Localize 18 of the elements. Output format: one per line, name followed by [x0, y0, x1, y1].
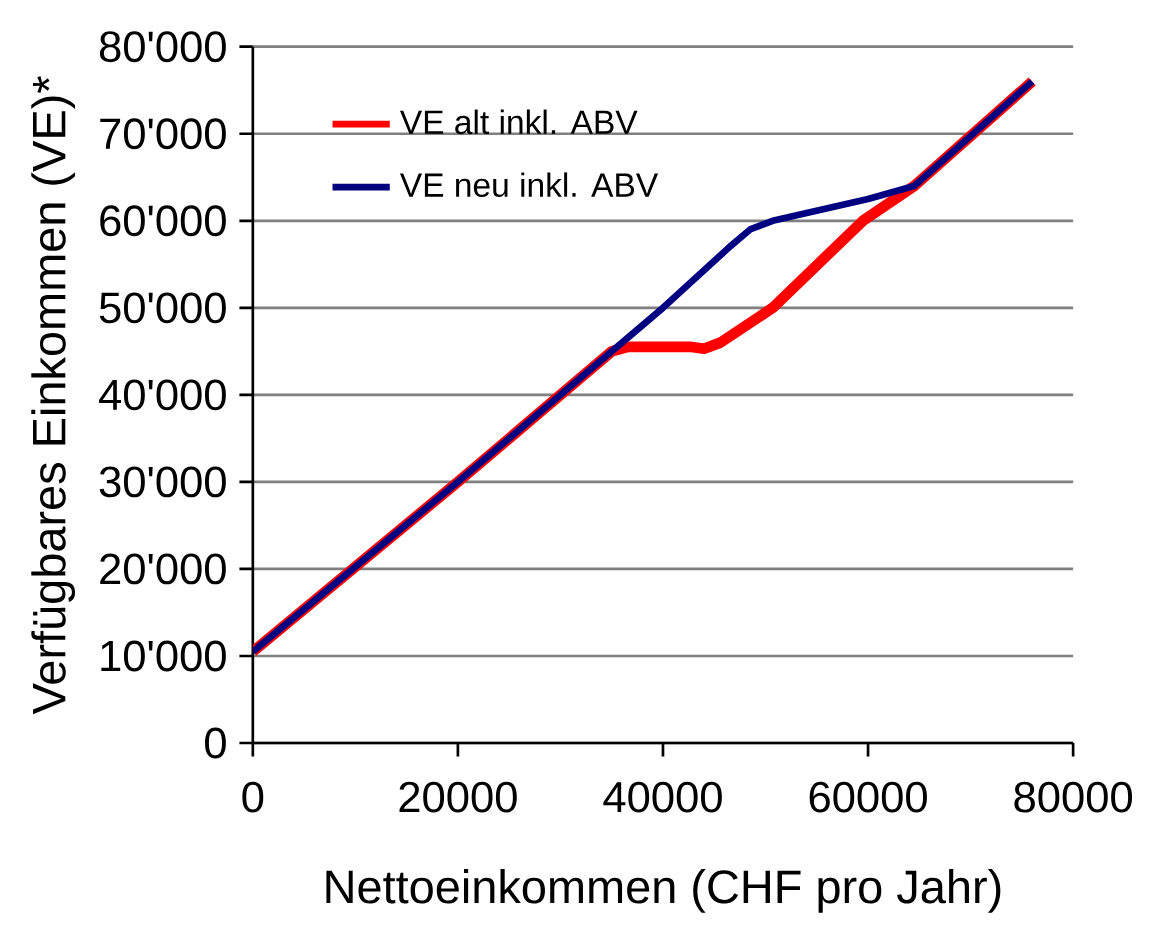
y-tick-label: 60'000 [100, 205, 226, 237]
y-tick-label: 50'000 [99, 292, 226, 324]
x-tick-label: 20000 [399, 781, 517, 813]
x-tick-label: 40000 [603, 781, 722, 813]
y-tick-label: 10'000 [101, 640, 226, 672]
y-axis-title: Verfügbares Einkommen (VE)* [31, 76, 76, 715]
y-tick-label: 0 [205, 727, 226, 759]
y-tick-label: 70'000 [100, 118, 226, 150]
y-tick-label: 40'000 [99, 379, 226, 411]
y-tick-label: 30'000 [99, 466, 226, 498]
x-axis-title: Nettoeinkommen (CHF pro Jahr) [326, 869, 1001, 913]
legend-label: VE neu inkl. ABV [399, 172, 659, 197]
y-tick-label: 20'000 [100, 553, 226, 585]
x-tick-label: 80000 [1014, 781, 1133, 813]
legend-label: VE alt inkl. ABV [399, 109, 638, 135]
x-tick-label: 60000 [809, 781, 927, 813]
x-tick-label: 0 [242, 781, 264, 813]
y-tick-label: 80'000 [99, 31, 226, 63]
